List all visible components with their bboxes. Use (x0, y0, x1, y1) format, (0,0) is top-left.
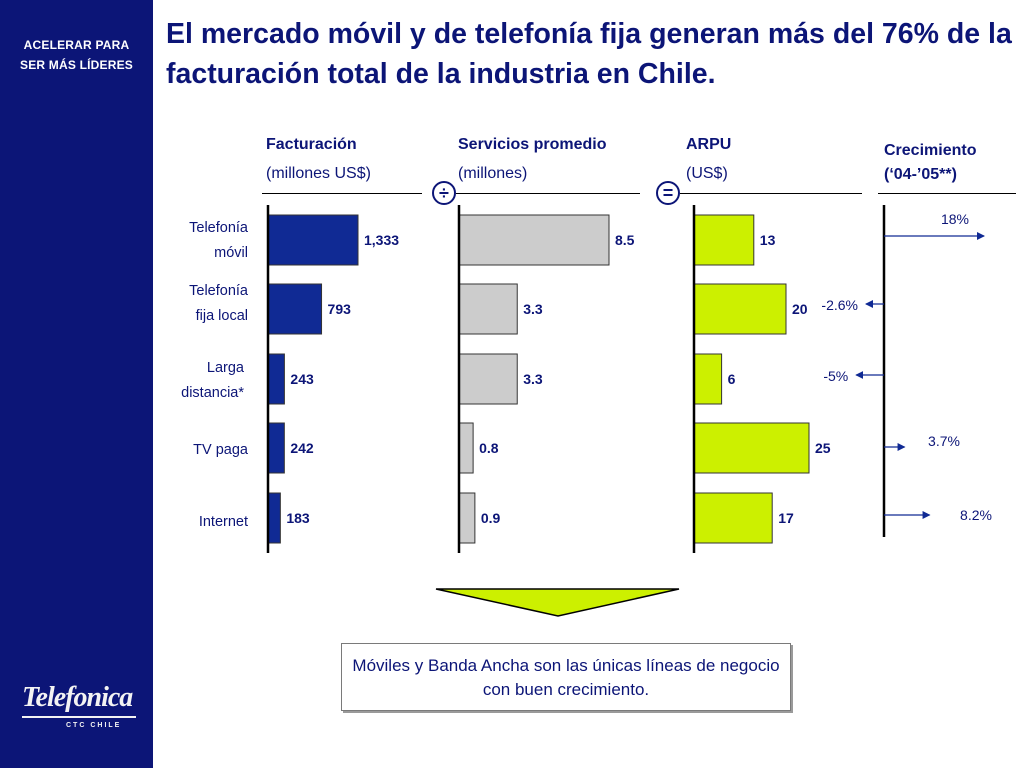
summary-arrow (435, 588, 680, 617)
arpu-unit: (US$) (686, 165, 728, 182)
facturacion-value-label: 1,333 (364, 232, 399, 248)
crecimiento-rule (878, 193, 1016, 194)
servicios-value-label: 0.9 (481, 510, 501, 526)
row-label-movil-1: Telefonía (189, 220, 248, 236)
facturacion-bar (267, 283, 323, 335)
arpu-bar (693, 422, 810, 474)
logo-brand: Telefonica (22, 682, 133, 713)
servicios-bar (458, 214, 610, 266)
arpu-value-label: 13 (760, 232, 776, 248)
facturacion-value-label: 183 (286, 510, 310, 526)
growth-label: 8.2% (960, 507, 992, 523)
equals-operator: = (656, 181, 680, 205)
slide-title: El mercado móvil y de telefonía fija gen… (166, 18, 1012, 90)
arpu-bar (693, 214, 755, 266)
facturacion-rule (262, 193, 422, 194)
logo-rule (22, 716, 136, 718)
growth-label: -2.6% (821, 297, 858, 313)
servicios-value-label: 3.3 (523, 371, 543, 387)
arpu-value-label: 25 (815, 440, 831, 456)
arpu-value-label: 20 (792, 301, 808, 317)
servicios-bar (458, 422, 474, 474)
telefonica-logo: Telefonica CTC CHILE (18, 678, 136, 734)
facturacion-header: Facturación (266, 136, 357, 153)
crecimiento-header: Crecimiento (884, 142, 977, 159)
logo-subtext: CTC CHILE (66, 722, 122, 729)
row-label-fija-1: Telefonía (189, 283, 248, 299)
crecimiento-chart: 18% -2.6% -5% 3.7% 8.2% (821, 205, 992, 537)
facturacion-value-label: 793 (328, 301, 352, 317)
facturacion-chart: 1,333 793 243 242 183 (266, 205, 399, 553)
row-label-movil-2: móvil (214, 245, 248, 261)
row-label-larga-1: Larga (206, 360, 244, 376)
servicios-header: Servicios promedio (458, 136, 607, 153)
row-label-larga-2: distancia* (181, 385, 244, 401)
tagline-line-2: SER MÁS LÍDERES (19, 58, 133, 72)
divide-operator: ÷ (432, 181, 456, 205)
servicios-value-label: 3.3 (523, 301, 543, 317)
growth-label: -5% (823, 368, 848, 384)
arpu-rule (680, 193, 862, 194)
servicios-bar (458, 353, 518, 405)
crecimiento-period: (‘04-’05**) (884, 166, 957, 183)
growth-label: 18% (941, 211, 969, 227)
facturacion-bar (267, 422, 285, 474)
servicios-unit: (millones) (458, 165, 528, 182)
facturacion-unit: (millones US$) (266, 165, 371, 182)
sidebar: ACELERAR PARA SER MÁS LÍDERES Telefonica… (0, 0, 153, 768)
facturacion-value-label: 243 (290, 371, 314, 387)
growth-label: 3.7% (928, 433, 960, 449)
servicios-chart: 8.5 3.3 3.3 0.8 0.9 (457, 205, 635, 553)
facturacion-bar (267, 353, 285, 405)
conclusion-text: Móviles y Banda Ancha son las únicas lín… (352, 656, 780, 699)
facturacion-bar (267, 214, 359, 266)
arpu-bar (693, 283, 787, 335)
arpu-chart: 13 20 6 25 17 (692, 205, 831, 553)
arpu-header: ARPU (686, 136, 732, 153)
row-label-tv: TV paga (193, 442, 248, 458)
row-label-internet: Internet (198, 514, 248, 530)
conclusion-box: Móviles y Banda Ancha son las únicas lín… (341, 643, 791, 711)
facturacion-value-label: 242 (290, 440, 314, 456)
servicios-value-label: 8.5 (615, 232, 635, 248)
arpu-value-label: 17 (778, 510, 794, 526)
arpu-bar (693, 353, 723, 405)
row-label-fija-2: fija local (195, 308, 248, 324)
facturacion-bar (267, 492, 281, 544)
tagline-line-1: ACELERAR PARA (23, 38, 130, 52)
servicios-value-label: 0.8 (479, 440, 499, 456)
arpu-value-label: 6 (728, 371, 736, 387)
servicios-rule (456, 193, 640, 194)
arpu-bar (693, 492, 773, 544)
servicios-bar (458, 492, 476, 544)
servicios-bar (458, 283, 518, 335)
